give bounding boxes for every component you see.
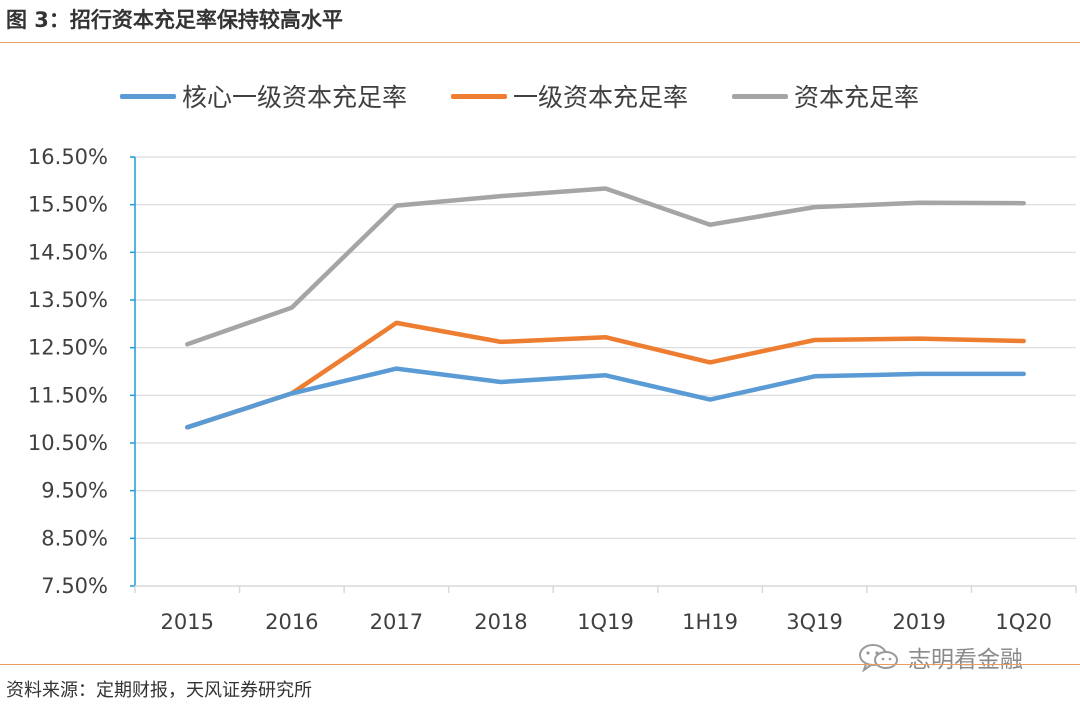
source-note: 资料来源：定期财报，天风证券研究所: [6, 680, 312, 701]
legend-item-tier1: 一级资本充足率: [451, 78, 688, 114]
top-divider: [0, 42, 1080, 43]
series-line-tier1: [185, 320, 1026, 430]
y-tick-label: 8.50%: [41, 526, 108, 550]
x-tick-label: 3Q19: [786, 610, 843, 634]
legend-swatch-total: [732, 93, 789, 99]
y-tick-label: 7.50%: [41, 574, 108, 598]
x-tick-label: 2017: [370, 610, 423, 634]
y-tick-label: 13.50%: [28, 288, 108, 312]
watermark: 志明看金融: [858, 640, 1023, 674]
y-tick-label: 15.50%: [28, 193, 108, 217]
legend-swatch-tier1: [451, 93, 508, 99]
legend-swatch-core-tier1: [120, 93, 176, 99]
y-tick-label: 14.50%: [28, 240, 108, 264]
figure-title: 图 3：招行资本充足率保持较高水平: [6, 8, 343, 32]
x-tick-label: 2016: [265, 610, 318, 634]
legend-label-total: 资本充足率: [794, 83, 920, 112]
legend-item-total: 资本充足率: [732, 78, 919, 114]
legend-label-core-tier1: 核心一级资本充足率: [182, 83, 408, 112]
legend-item-core-tier1: 核心一级资本充足率: [120, 78, 407, 114]
y-tick-label: 10.50%: [28, 431, 108, 455]
bottom-divider: [0, 664, 1080, 665]
y-tick-label: 16.50%: [28, 145, 108, 169]
x-tick-label: 2018: [474, 610, 527, 634]
series-line-core-tier1: [185, 366, 1026, 430]
wechat-icon: [859, 644, 898, 672]
x-tick-label: 2015: [161, 610, 214, 634]
x-tick-label: 1Q20: [995, 610, 1052, 634]
x-tick-label: 1Q19: [577, 610, 634, 634]
y-tick-label: 11.50%: [28, 383, 108, 407]
series-line-total: [185, 186, 1026, 347]
x-tick-label: 2019: [892, 610, 945, 634]
y-tick-label: 12.50%: [28, 336, 108, 360]
y-tick-label: 9.50%: [41, 479, 108, 503]
chart-legend: 核心一级资本充足率 一级资本充足率 资本充足率: [120, 78, 963, 114]
x-tick-label: 1H19: [682, 610, 738, 634]
legend-label-tier1: 一级资本充足率: [513, 83, 689, 112]
watermark-text: 志明看金融: [908, 647, 1023, 673]
